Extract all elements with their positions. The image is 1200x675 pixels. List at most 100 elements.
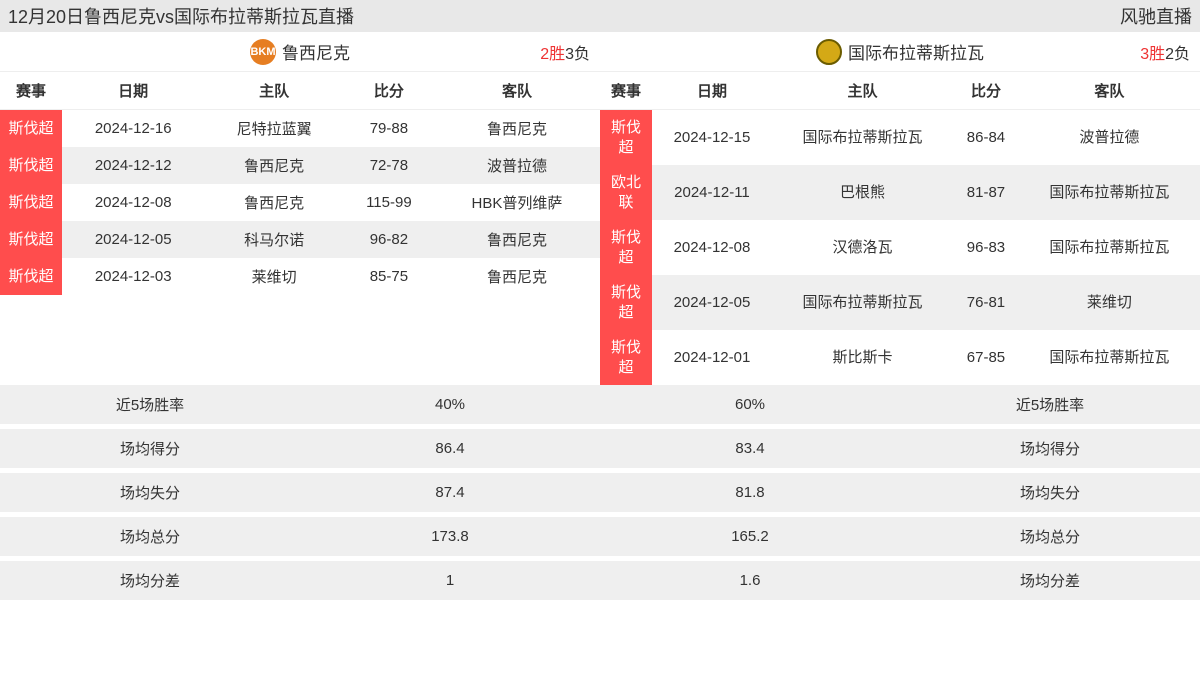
- stat-val-left: 86.4: [300, 427, 600, 471]
- cell-date: 2024-12-15: [652, 110, 772, 166]
- teams-container: BKM 鲁西尼克 2胜3负 赛事 日期 主队 比分 客队 斯伐超2024-12-…: [0, 32, 1200, 385]
- stats-row-avgdiff: 场均分差 1 1.6 场均分差: [0, 559, 1200, 603]
- th-home: 主队: [204, 72, 343, 110]
- page-header: 12月20日鲁西尼克vs国际布拉蒂斯拉瓦直播 风驰直播: [0, 0, 1200, 32]
- th-date: 日期: [652, 72, 772, 110]
- cell-score: 86-84: [953, 110, 1019, 166]
- cell-date: 2024-12-11: [652, 165, 772, 220]
- cell-league: 欧北联: [600, 165, 652, 220]
- th-league: 赛事: [0, 72, 62, 110]
- team-name-left: 鲁西尼克: [282, 39, 350, 64]
- table-row: 斯伐超2024-12-12鲁西尼克72-78波普拉德: [0, 147, 600, 184]
- cell-score: 72-78: [344, 147, 434, 184]
- cell-home: 科马尔诺: [204, 221, 343, 258]
- cell-home: 莱维切: [204, 258, 343, 295]
- table-row: 斯伐超2024-12-08鲁西尼克115-99HBK普列维萨: [0, 184, 600, 221]
- table-head-row: 赛事 日期 主队 比分 客队: [0, 72, 600, 110]
- losses-right: 2负: [1165, 46, 1190, 63]
- cell-league: 斯伐超: [600, 275, 652, 330]
- cell-date: 2024-12-12: [62, 147, 204, 184]
- stat-val-right: 165.2: [600, 515, 900, 559]
- cell-score: 79-88: [344, 110, 434, 148]
- table-row: 斯伐超2024-12-05国际布拉蒂斯拉瓦76-81莱维切: [600, 275, 1200, 330]
- stat-val-left: 87.4: [300, 471, 600, 515]
- cell-score: 96-82: [344, 221, 434, 258]
- table-row: 斯伐超2024-12-03莱维切85-75鲁西尼克: [0, 258, 600, 295]
- stat-val-left: 1: [300, 559, 600, 603]
- cell-league: 斯伐超: [0, 147, 62, 184]
- losses-left: 3负: [565, 46, 590, 63]
- th-score: 比分: [953, 72, 1019, 110]
- stat-val-right: 60%: [600, 385, 900, 427]
- cell-away: 国际布拉蒂斯拉瓦: [1019, 330, 1200, 385]
- stat-label: 场均分差: [0, 559, 300, 603]
- page-title: 12月20日鲁西尼克vs国际布拉蒂斯拉瓦直播: [8, 3, 354, 29]
- cell-score: 115-99: [344, 184, 434, 221]
- stats-row-avgtotal: 场均总分 173.8 165.2 场均总分: [0, 515, 1200, 559]
- cell-home: 鲁西尼克: [204, 184, 343, 221]
- stat-label: 场均得分: [900, 427, 1200, 471]
- stat-val-right: 1.6: [600, 559, 900, 603]
- cell-score: 81-87: [953, 165, 1019, 220]
- table-row: 斯伐超2024-12-15国际布拉蒂斯拉瓦86-84波普拉德: [600, 110, 1200, 166]
- wins-right: 3胜: [1140, 46, 1165, 63]
- cell-score: 76-81: [953, 275, 1019, 330]
- stats-row-avgconcede: 场均失分 87.4 81.8 场均失分: [0, 471, 1200, 515]
- cell-score: 67-85: [953, 330, 1019, 385]
- table-row: 斯伐超2024-12-05科马尔诺96-82鲁西尼克: [0, 221, 600, 258]
- matches-table-left: 赛事 日期 主队 比分 客队 斯伐超2024-12-16尼特拉蓝翼79-88鲁西…: [0, 72, 600, 295]
- stats-table: 近5场胜率 40% 60% 近5场胜率 场均得分 86.4 83.4 场均得分 …: [0, 385, 1200, 605]
- stat-val-left: 173.8: [300, 515, 600, 559]
- stat-label: 近5场胜率: [900, 385, 1200, 427]
- stat-label: 场均得分: [0, 427, 300, 471]
- th-home: 主队: [772, 72, 953, 110]
- table-row: 斯伐超2024-12-16尼特拉蓝翼79-88鲁西尼克: [0, 110, 600, 148]
- table-row: 斯伐超2024-12-01斯比斯卡67-85国际布拉蒂斯拉瓦: [600, 330, 1200, 385]
- cell-league: 斯伐超: [600, 330, 652, 385]
- team-record-left: 2胜3负: [540, 40, 590, 64]
- stat-label: 近5场胜率: [0, 385, 300, 427]
- cell-away: 鲁西尼克: [434, 110, 600, 148]
- team-name-right: 国际布拉蒂斯拉瓦: [848, 39, 984, 64]
- cell-date: 2024-12-01: [652, 330, 772, 385]
- stats-row-winrate: 近5场胜率 40% 60% 近5场胜率: [0, 385, 1200, 427]
- th-date: 日期: [62, 72, 204, 110]
- cell-away: 莱维切: [1019, 275, 1200, 330]
- cell-date: 2024-12-03: [62, 258, 204, 295]
- cell-date: 2024-12-08: [652, 220, 772, 275]
- team-header-right: 国际布拉蒂斯拉瓦 3胜2负: [600, 32, 1200, 72]
- cell-home: 汉德洛瓦: [772, 220, 953, 275]
- site-name: 风驰直播: [1120, 3, 1192, 29]
- th-score: 比分: [344, 72, 434, 110]
- cell-away: 鲁西尼克: [434, 221, 600, 258]
- stat-label: 场均总分: [0, 515, 300, 559]
- cell-away: 国际布拉蒂斯拉瓦: [1019, 220, 1200, 275]
- cell-date: 2024-12-05: [652, 275, 772, 330]
- cell-league: 斯伐超: [0, 110, 62, 148]
- cell-away: 波普拉德: [434, 147, 600, 184]
- cell-date: 2024-12-16: [62, 110, 204, 148]
- wins-left: 2胜: [540, 46, 565, 63]
- stat-val-right: 81.8: [600, 471, 900, 515]
- stats-row-avgscore: 场均得分 86.4 83.4 场均得分: [0, 427, 1200, 471]
- right-column: 国际布拉蒂斯拉瓦 3胜2负 赛事 日期 主队 比分 客队 斯伐超2024-12-…: [600, 32, 1200, 385]
- cell-league: 斯伐超: [600, 220, 652, 275]
- cell-away: HBK普列维萨: [434, 184, 600, 221]
- stat-label: 场均总分: [900, 515, 1200, 559]
- team-logo-left: BKM: [250, 39, 276, 65]
- stat-val-right: 83.4: [600, 427, 900, 471]
- team-logo-right: [816, 39, 842, 65]
- cell-date: 2024-12-05: [62, 221, 204, 258]
- table-row: 斯伐超2024-12-08汉德洛瓦96-83国际布拉蒂斯拉瓦: [600, 220, 1200, 275]
- cell-home: 尼特拉蓝翼: [204, 110, 343, 148]
- th-league: 赛事: [600, 72, 652, 110]
- cell-home: 斯比斯卡: [772, 330, 953, 385]
- team-record-right: 3胜2负: [1140, 40, 1190, 64]
- cell-home: 国际布拉蒂斯拉瓦: [772, 110, 953, 166]
- cell-away: 鲁西尼克: [434, 258, 600, 295]
- cell-home: 巴根熊: [772, 165, 953, 220]
- matches-table-right: 赛事 日期 主队 比分 客队 斯伐超2024-12-15国际布拉蒂斯拉瓦86-8…: [600, 72, 1200, 385]
- cell-league: 斯伐超: [600, 110, 652, 166]
- th-away: 客队: [1019, 72, 1200, 110]
- cell-league: 斯伐超: [0, 184, 62, 221]
